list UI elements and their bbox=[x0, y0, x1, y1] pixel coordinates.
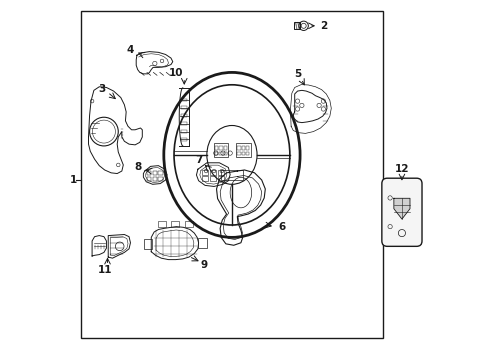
Bar bbox=[180, 138, 187, 141]
Bar bbox=[198, 238, 206, 248]
Bar bbox=[202, 170, 207, 175]
Bar bbox=[293, 22, 300, 30]
Text: 8: 8 bbox=[134, 162, 142, 172]
Bar bbox=[81, 12, 382, 338]
Bar bbox=[241, 146, 244, 150]
Bar bbox=[237, 146, 240, 150]
Bar bbox=[158, 177, 163, 181]
Bar bbox=[236, 143, 250, 157]
Bar bbox=[221, 170, 242, 180]
Bar bbox=[152, 177, 157, 181]
Bar bbox=[218, 176, 223, 181]
Bar bbox=[218, 170, 223, 175]
Bar bbox=[144, 239, 152, 249]
Bar bbox=[210, 170, 215, 175]
Bar bbox=[180, 122, 187, 125]
Text: 2: 2 bbox=[319, 21, 326, 31]
Bar bbox=[219, 152, 222, 155]
Bar bbox=[219, 146, 222, 150]
Text: 1: 1 bbox=[70, 175, 77, 185]
FancyBboxPatch shape bbox=[381, 178, 421, 246]
Text: 5: 5 bbox=[293, 69, 301, 79]
Bar bbox=[152, 171, 157, 175]
Bar bbox=[180, 99, 187, 102]
Text: 12: 12 bbox=[394, 163, 408, 174]
Text: 4: 4 bbox=[126, 45, 133, 55]
Bar bbox=[158, 171, 163, 175]
Bar bbox=[215, 146, 218, 150]
Bar bbox=[215, 152, 218, 155]
Bar bbox=[241, 152, 244, 155]
Text: 11: 11 bbox=[97, 265, 112, 275]
Bar bbox=[180, 107, 187, 109]
Bar bbox=[210, 176, 215, 181]
Text: 9: 9 bbox=[201, 260, 207, 270]
Bar bbox=[158, 221, 165, 227]
Text: 7: 7 bbox=[195, 155, 203, 165]
Text: 10: 10 bbox=[169, 68, 183, 78]
Polygon shape bbox=[393, 198, 409, 219]
Bar bbox=[237, 152, 240, 155]
Bar bbox=[223, 152, 226, 155]
Bar bbox=[223, 146, 226, 150]
Bar bbox=[147, 177, 151, 181]
Bar bbox=[147, 171, 151, 175]
Text: 6: 6 bbox=[278, 222, 285, 231]
Text: 3: 3 bbox=[98, 84, 105, 94]
Bar bbox=[184, 221, 192, 227]
Bar bbox=[180, 114, 187, 117]
Bar bbox=[180, 130, 187, 133]
Bar bbox=[245, 146, 249, 150]
Bar bbox=[171, 221, 179, 227]
Bar bbox=[202, 176, 207, 181]
Bar bbox=[214, 143, 228, 157]
Bar bbox=[245, 152, 249, 155]
